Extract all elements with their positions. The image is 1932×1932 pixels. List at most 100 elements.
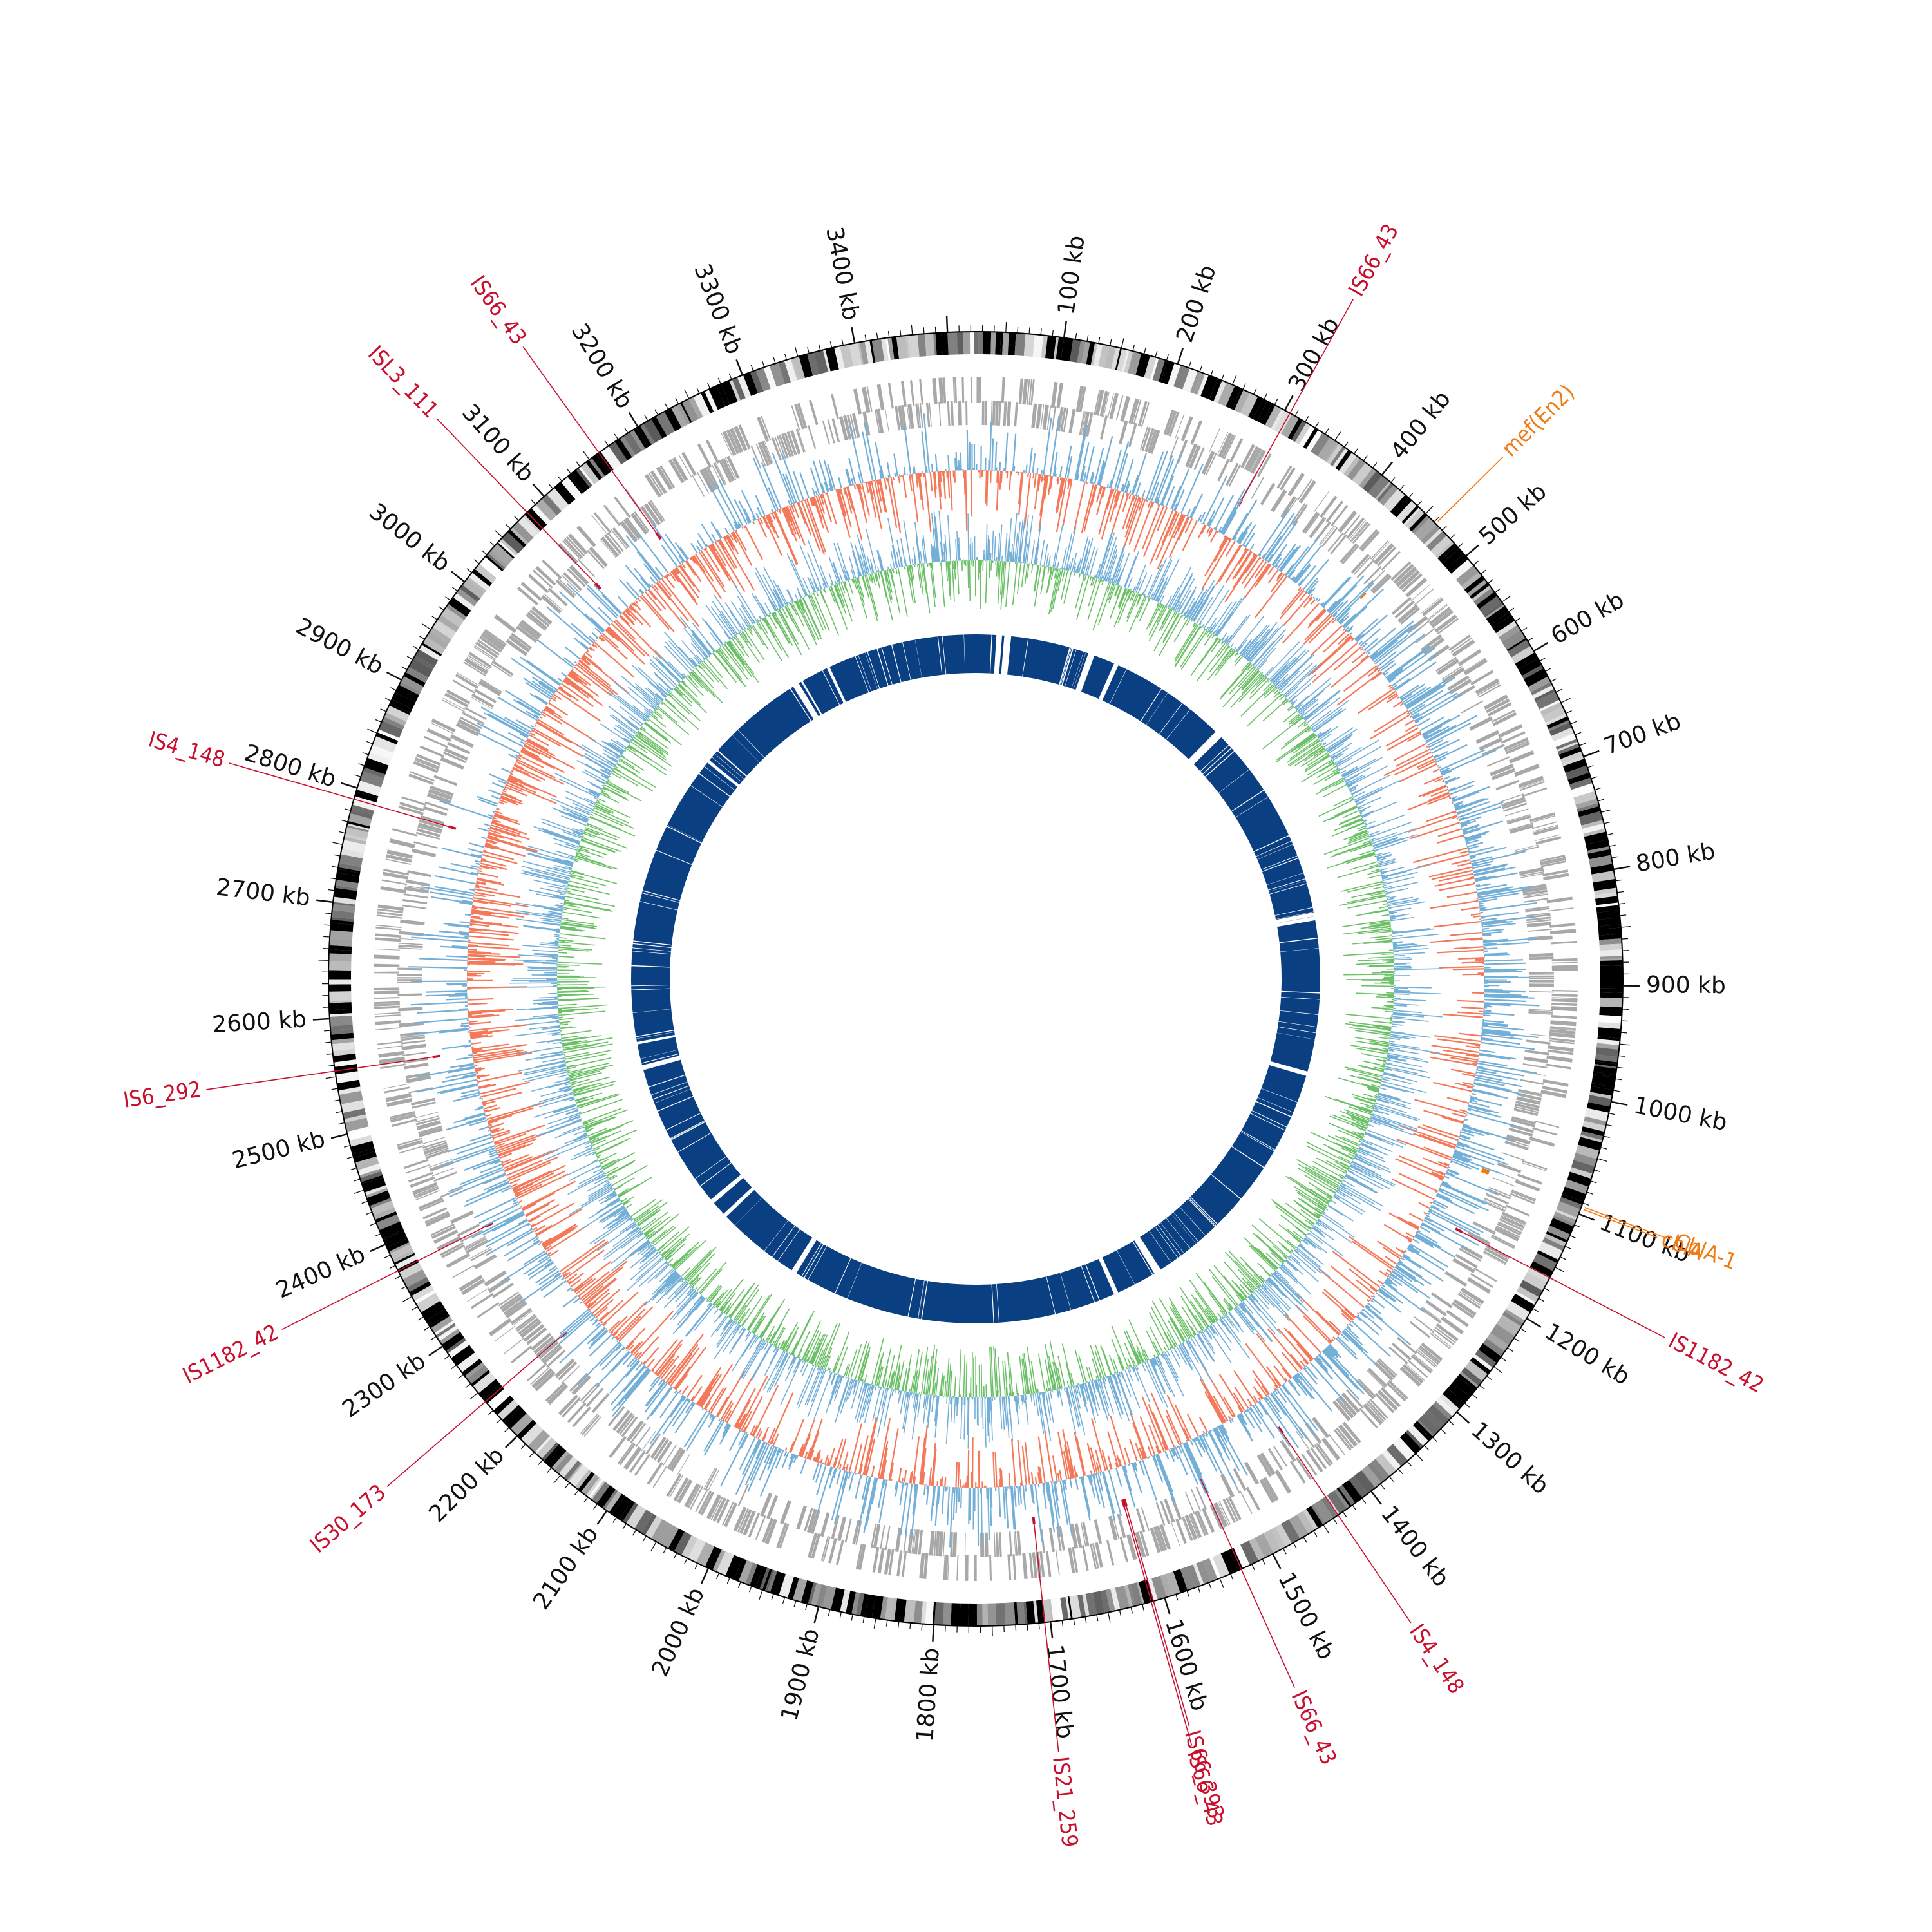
gene-block <box>1475 678 1500 695</box>
tick-mark <box>1620 1032 1627 1034</box>
ideogram-band <box>1549 722 1572 736</box>
ideogram-band <box>680 402 692 423</box>
gene-block <box>808 399 819 426</box>
ideogram-band <box>1383 488 1405 512</box>
gc-skew-bar <box>520 741 526 744</box>
ideogram-band <box>585 460 603 480</box>
gc-skew-bar <box>1160 453 1182 506</box>
gc-skew-bar <box>888 1428 899 1481</box>
gc-skew-bar <box>933 1486 936 1507</box>
gene-block <box>781 433 792 458</box>
gene-block <box>827 419 835 444</box>
tick-mark <box>1073 1618 1075 1625</box>
gc-skew-bar <box>534 724 537 727</box>
ideogram-band <box>1600 972 1623 979</box>
gc-skew-bar <box>826 492 837 524</box>
gc-skew-bar <box>488 1149 497 1153</box>
gc-skew-bar <box>955 1487 958 1513</box>
tick-mark <box>1324 428 1329 435</box>
ideogram-band <box>1571 782 1595 798</box>
gc-skew-bar <box>1281 588 1303 614</box>
ideogram-band <box>1495 620 1518 638</box>
gene-block <box>822 421 831 445</box>
gc-skew-bar <box>1309 1359 1312 1362</box>
tick-mark <box>1432 1437 1438 1443</box>
gene-block <box>831 393 839 420</box>
ideogram-band <box>725 1555 743 1580</box>
gc-skew-bar <box>1448 786 1456 791</box>
tick-label: 3000 kb <box>364 498 455 577</box>
tick-mark <box>1611 1101 1628 1106</box>
ideogram-band <box>456 588 478 607</box>
gene-block <box>468 652 492 668</box>
ideogram-band <box>1100 1589 1111 1613</box>
gene-block <box>645 1433 661 1455</box>
gc-skew-bar <box>1435 1190 1438 1193</box>
gene-block <box>452 1264 476 1278</box>
gene-block <box>1551 968 1578 971</box>
ideogram-band <box>1065 1596 1071 1620</box>
gc-skew-bar <box>469 842 485 848</box>
gc-skew-bar <box>1303 591 1306 592</box>
gene-block <box>607 532 624 553</box>
gc-skew-bar <box>1408 1213 1424 1222</box>
gc-skew-bar <box>1443 775 1451 780</box>
gene-block <box>474 645 497 660</box>
gc-skew-bar <box>523 1273 562 1301</box>
gene-block <box>1520 1079 1545 1085</box>
gc-skew-bar <box>616 1316 641 1341</box>
tick-mark <box>771 1593 774 1600</box>
gc-skew-bar <box>587 1288 611 1309</box>
ideogram-band <box>337 869 361 876</box>
gc-skew-bar <box>1291 1376 1307 1396</box>
gc-skew-bar <box>1423 1211 1427 1215</box>
tick-mark <box>829 341 833 348</box>
gc-skew-bar <box>1467 845 1479 850</box>
ideogram-band <box>333 896 356 905</box>
gene-block <box>410 1176 435 1188</box>
gc-skew-bar <box>1439 749 1486 771</box>
tick-mark <box>422 623 431 630</box>
gc-skew-bar <box>609 1316 628 1334</box>
ideogram-band <box>1375 481 1392 500</box>
gene-block <box>523 1323 545 1342</box>
ideogram-band <box>497 542 515 559</box>
gc-skew-bar <box>1344 1308 1356 1319</box>
ideogram-band <box>834 346 845 370</box>
gc-skew-bar <box>1273 1378 1281 1387</box>
gc-skew-bar <box>866 1438 876 1476</box>
gc-skew-bar <box>1237 1405 1243 1413</box>
gc-skew-bar <box>1396 1138 1452 1161</box>
gc-skew-bar <box>1454 802 1463 807</box>
gene-block <box>1506 1134 1531 1145</box>
gc-skew-bar <box>626 1356 636 1368</box>
gc-skew-bar <box>1463 1124 1516 1142</box>
gc-skew-bar <box>1484 996 1535 999</box>
gene-block <box>1483 1200 1506 1211</box>
gene-block <box>626 1420 644 1442</box>
gc-skew-bar <box>672 1399 691 1426</box>
tick-mark <box>604 440 609 446</box>
ideogram-band <box>764 1569 775 1592</box>
gc-skew-bar <box>967 1450 970 1488</box>
gc-skew-bar <box>1436 1193 1452 1202</box>
ideogram-band <box>1147 1578 1158 1602</box>
gene-block <box>1414 1316 1434 1332</box>
ideogram-band <box>563 1460 582 1481</box>
gc-skew-bar <box>1075 424 1088 480</box>
gene-block <box>563 572 582 591</box>
gc-skew-bar <box>1438 1189 1479 1209</box>
gc-skew-bar <box>1126 493 1128 497</box>
ideogram-band <box>345 827 369 839</box>
gc-skew-bar <box>599 1300 624 1322</box>
gc-skew-bar <box>1472 1089 1508 1099</box>
gc-skew-bar <box>581 1265 624 1302</box>
gc-skew-bar <box>848 1423 862 1472</box>
ideogram-band <box>1412 1423 1432 1441</box>
gc-skew-bar <box>970 470 972 517</box>
gc-skew-bar <box>1388 647 1435 683</box>
gc-skew-bar <box>1137 494 1140 497</box>
gc-skew-bar <box>1341 1331 1378 1366</box>
gene-block <box>1380 1387 1401 1408</box>
gc-skew-bar <box>1454 804 1459 808</box>
